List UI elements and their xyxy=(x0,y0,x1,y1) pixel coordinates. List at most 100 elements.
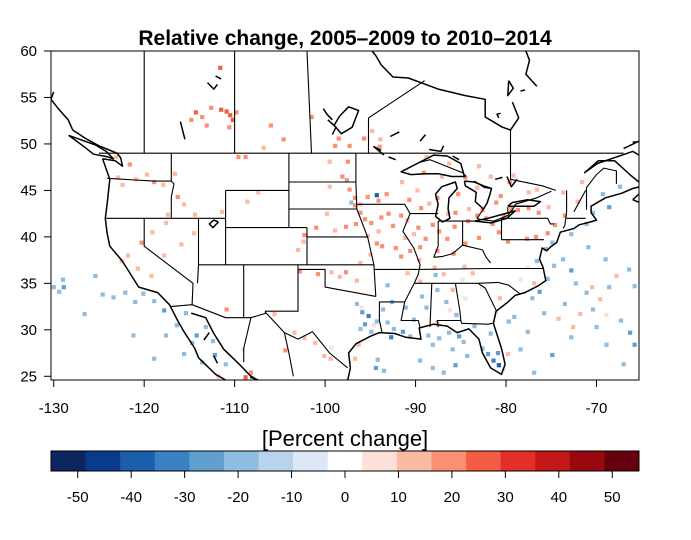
data-cell xyxy=(362,136,367,141)
y-tick-label: 30 xyxy=(20,322,37,339)
data-cell xyxy=(375,357,380,362)
state-boundary xyxy=(264,264,299,314)
data-cell xyxy=(546,205,551,210)
plot-frame xyxy=(50,50,640,381)
data-cell xyxy=(534,259,539,264)
state-boundary xyxy=(355,153,377,297)
data-cell xyxy=(165,212,170,217)
data-cell xyxy=(490,221,495,227)
data-cell xyxy=(628,330,633,335)
data-cell xyxy=(212,352,217,358)
state-boundary xyxy=(418,267,544,270)
data-cell xyxy=(512,314,517,319)
data-cell xyxy=(371,323,377,328)
data-cell xyxy=(134,177,139,182)
data-cell xyxy=(283,348,288,353)
data-cell xyxy=(498,194,503,199)
data-cell xyxy=(281,137,286,142)
data-cell xyxy=(256,190,261,195)
colorbar-tick-label: 0 xyxy=(341,489,349,506)
state-boundary xyxy=(196,218,200,284)
data-cell xyxy=(120,182,125,187)
data-cell xyxy=(209,105,214,110)
data-cell xyxy=(373,365,378,371)
data-cell xyxy=(543,247,548,252)
coastline xyxy=(474,210,516,224)
data-cell xyxy=(534,187,539,192)
data-cell xyxy=(511,173,516,178)
data-cell xyxy=(200,115,205,120)
data-cell xyxy=(345,159,350,164)
data-cell xyxy=(354,301,359,306)
data-cell xyxy=(376,229,381,234)
coastline xyxy=(520,89,526,92)
state-boundary xyxy=(306,51,313,154)
data-cell xyxy=(301,239,306,244)
data-cell xyxy=(135,266,140,271)
data-cell xyxy=(353,221,359,227)
state-boundary xyxy=(460,320,493,325)
data-cell xyxy=(598,297,603,302)
data-cell xyxy=(491,358,496,363)
coastline xyxy=(509,101,520,131)
colorbar-swatch xyxy=(535,451,571,471)
data-cell xyxy=(384,192,389,197)
data-cell xyxy=(336,136,341,141)
data-cell xyxy=(374,241,379,246)
data-cell xyxy=(411,317,416,322)
data-cell xyxy=(93,273,98,279)
coastline xyxy=(179,121,186,140)
colorbar-swatch xyxy=(189,451,225,471)
data-cell xyxy=(353,203,358,208)
data-cell xyxy=(272,312,277,317)
coastline xyxy=(101,158,226,380)
data-cell xyxy=(536,210,541,215)
coastline xyxy=(373,145,385,156)
data-cell xyxy=(463,296,468,301)
coastline xyxy=(215,75,222,80)
data-cell xyxy=(243,375,248,380)
data-cell xyxy=(315,272,321,277)
coastline xyxy=(434,181,458,223)
data-cell xyxy=(374,193,379,198)
data-cell xyxy=(525,329,530,334)
data-cell xyxy=(324,211,330,216)
coastline xyxy=(623,140,639,150)
colorbar-tick-label: 30 xyxy=(497,489,514,506)
data-cell xyxy=(236,154,241,160)
data-cell xyxy=(472,324,477,329)
data-cell xyxy=(578,312,583,317)
coastline xyxy=(506,176,518,188)
coastline xyxy=(346,367,352,380)
y-tick-label: 55 xyxy=(20,89,37,106)
data-cell xyxy=(530,296,535,301)
data-cell xyxy=(353,195,358,200)
data-cell xyxy=(526,190,531,195)
y-tick-label: 25 xyxy=(20,368,37,385)
data-cell xyxy=(399,254,404,259)
data-cell xyxy=(393,246,398,251)
data-cell xyxy=(248,370,254,375)
coastline xyxy=(452,155,460,161)
data-cell xyxy=(234,110,239,115)
data-cell xyxy=(424,154,429,160)
data-cell xyxy=(224,307,229,312)
data-cell xyxy=(405,271,410,276)
data-cell xyxy=(360,310,365,315)
data-cell xyxy=(362,217,368,222)
coastline xyxy=(203,332,210,341)
data-cell xyxy=(430,342,435,347)
colorbar-title: [Percent change] xyxy=(262,426,428,451)
data-cell xyxy=(204,123,209,128)
state-boundary xyxy=(585,167,617,210)
data-cell xyxy=(518,277,523,282)
data-cell xyxy=(452,224,457,229)
data-cell xyxy=(127,162,132,167)
colorbar-tick-label: 50 xyxy=(604,489,621,506)
data-cell xyxy=(532,281,537,286)
state-boundary xyxy=(143,218,194,305)
data-cell xyxy=(450,287,455,293)
data-cell xyxy=(408,248,413,253)
x-tick-label: -70 xyxy=(586,400,608,417)
